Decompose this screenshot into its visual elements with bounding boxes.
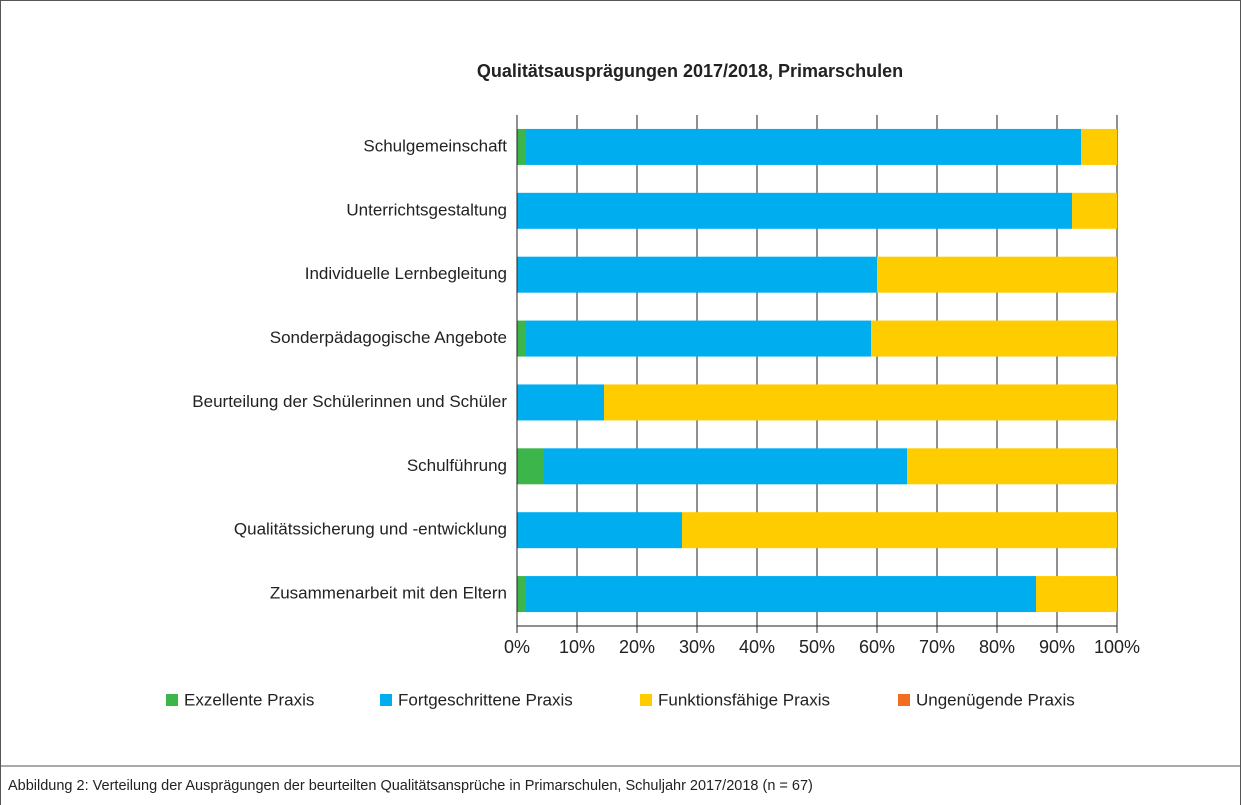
x-tick-label: 70% xyxy=(919,637,955,657)
legend-swatch xyxy=(898,694,910,706)
bar-segment xyxy=(517,320,526,357)
legend-swatch xyxy=(640,694,652,706)
bar-segment xyxy=(1072,192,1117,229)
bar-segment xyxy=(526,320,871,357)
x-tick-label: 50% xyxy=(799,637,835,657)
bar-segment xyxy=(1081,128,1117,165)
bar-segment xyxy=(907,448,1117,485)
chart-title: Qualitätsausprägungen 2017/2018, Primars… xyxy=(477,61,903,81)
x-tick-label: 0% xyxy=(504,637,530,657)
bar-segment xyxy=(517,384,604,421)
x-tick-label: 40% xyxy=(739,637,775,657)
bar-segment xyxy=(604,384,1117,421)
bar-segment xyxy=(544,448,907,485)
bar-segment xyxy=(517,256,877,293)
bar-segment xyxy=(517,512,682,549)
bar-segment xyxy=(517,448,544,485)
y-tick-label: Sonderpädagogische Angebote xyxy=(270,328,507,347)
x-tick-label: 90% xyxy=(1039,637,1075,657)
caption: Abbildung 2: Verteilung der Ausprägungen… xyxy=(8,778,813,794)
y-tick-label: Qualitätssicherung und -entwicklung xyxy=(234,520,507,539)
x-tick-label: 80% xyxy=(979,637,1015,657)
bar-segment xyxy=(526,128,1081,165)
legend-label: Fortgeschrittene Praxis xyxy=(398,690,573,709)
x-tick-label: 20% xyxy=(619,637,655,657)
bar-segment xyxy=(517,192,1072,229)
legend-swatch xyxy=(166,694,178,706)
x-tick-label: 30% xyxy=(679,637,715,657)
legend-label: Funktionsfähige Praxis xyxy=(658,690,830,709)
y-tick-label: Schulführung xyxy=(407,456,507,475)
bar-segment xyxy=(682,512,1117,549)
x-tick-label: 10% xyxy=(559,637,595,657)
bar-segment xyxy=(871,320,1117,357)
y-tick-label: Beurteilung der Schülerinnen und Schüler xyxy=(192,392,507,411)
x-tick-label: 60% xyxy=(859,637,895,657)
legend-label: Exzellente Praxis xyxy=(184,690,314,709)
y-tick-label: Unterrichtsgestaltung xyxy=(346,200,507,219)
bar-segment xyxy=(517,576,526,613)
x-tick-label: 100% xyxy=(1094,637,1140,657)
bar-segment xyxy=(526,576,1036,613)
legend-swatch xyxy=(380,694,392,706)
y-tick-label: Schulgemeinschaft xyxy=(363,136,507,155)
bar-segment xyxy=(517,128,526,165)
legend-label: Ungenügende Praxis xyxy=(916,690,1075,709)
bar-segment xyxy=(877,256,1117,293)
y-tick-label: Zusammenarbeit mit den Eltern xyxy=(270,584,507,603)
bar-segment xyxy=(1036,576,1117,613)
y-tick-label: Individuelle Lernbegleitung xyxy=(305,264,507,283)
